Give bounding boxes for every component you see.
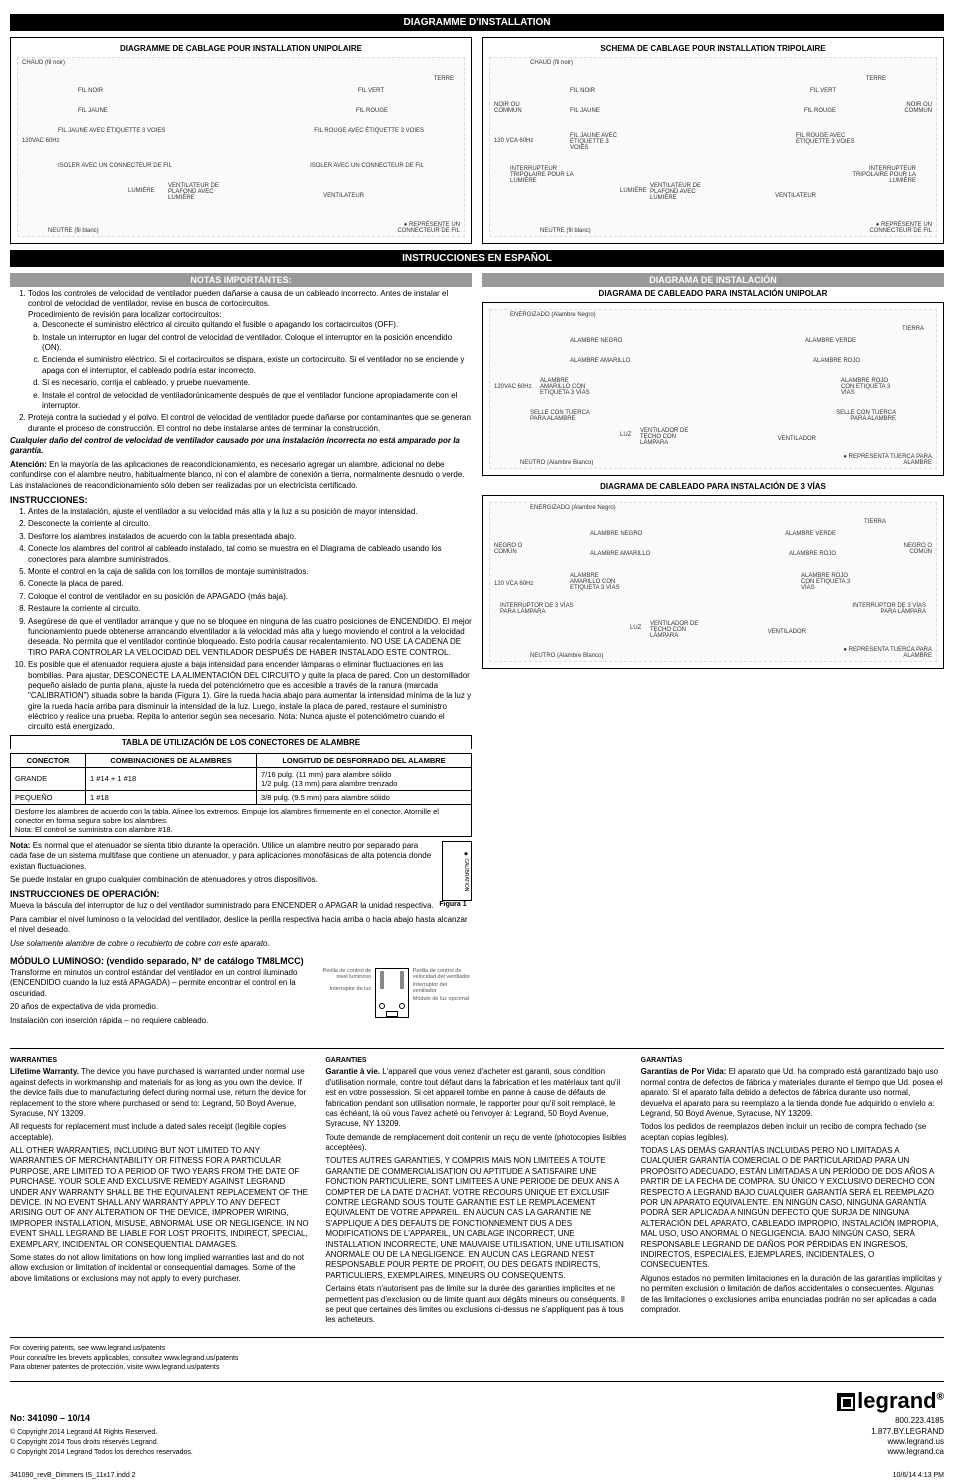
page-meta-left: 341090_revB_Dimmers IS_11x17.indd 2 [10,1472,136,1479]
french-unipolar-diagram: DIAGRAMME DE CABLAGE POUR INSTALLATION U… [10,37,472,244]
warranty-en-title: WARRANTIES [10,1057,313,1065]
instrucciones-title: INSTRUCCIONES: [10,495,472,505]
copyright-es: © Copyright 2014 Legrand Todos los derec… [10,1448,193,1458]
french-tripolar-title: SCHEMA DE CABLAGE POUR INSTALLATION TRIP… [489,44,937,53]
french-tripolar-diagram: SCHEMA DE CABLAGE POUR INSTALLATION TRIP… [482,37,944,244]
notas-list: Todos los controles de velocidad de vent… [28,289,472,434]
french-unipolar-title: DIAGRAMME DE CABLAGE POUR INSTALLATION U… [17,44,465,53]
page-meta-right: 10/6/14 4:13 PM [893,1472,944,1479]
module-diagram: Perilla de control de nivel luminoso Int… [312,968,472,1038]
spanish-tripolar-diagram: ENERGIZADO (Alambre Negro) ALAMBRE NEGRO… [482,495,944,669]
patents-es: Para obtener patentes de protección, vis… [10,1363,944,1373]
patents-en: For covering patents, see www.legrand.us… [10,1344,944,1354]
modulo-title: MÓDULO LUMINOSO: (vendido separado, N° d… [10,956,472,966]
copyright-fr: © Copyright 2014 Tous droits réservés Le… [10,1438,193,1448]
warranty-warning: Cualquier daño del control de velocidad … [10,436,472,457]
spanish-unipolar-title: DIAGRAMA DE CABLEADO PARA INSTALACIÓN UN… [482,289,944,298]
doc-number: No: 341090 – 10/14 [10,1412,193,1425]
spanish-tripolar-title: DIAGRAMA DE CABLEADO PARA INSTALACIÓN DE… [482,482,944,491]
connector-table: CONECTOR COMBINACIONES DE ALAMBRES LONGI… [10,753,472,837]
warranty-fr-title: GARANTIES [325,1057,628,1065]
instrucciones-list: Antes de la instalación, ajuste el venti… [28,507,472,733]
spanish-instructions-title: INSTRUCCIONES EN ESPAÑOL [10,250,944,267]
operacion-title: INSTRUCCIONES DE OPERACIÓN: [10,889,472,899]
figure-1-icon: ◆ CALIBRATION [442,841,472,901]
patents-fr: Pour connaître les brevets applicables, … [10,1354,944,1364]
legrand-logo: legrand® [837,1388,944,1414]
table-title: TABLA DE UTILIZACIÓN DE LOS CONECTORES D… [10,735,472,749]
phone-1: 800.223.4185 [837,1416,944,1426]
warranty-es-title: GARANTÍAS [641,1057,944,1065]
copyright-en: © Copyright 2014 Legrand All Rights Rese… [10,1428,193,1438]
phone-2: 1.877.BY.LEGRAND [837,1427,944,1437]
diagram-installation-title: DIAGRAMME D'INSTALLATION [10,14,944,31]
spanish-unipolar-diagram: ENERGIZADO (Alambre Negro) ALAMBRE NEGRO… [482,302,944,476]
url-1: www.legrand.us [837,1437,944,1447]
notas-importantes-title: NOTAS IMPORTANTES: [10,273,472,287]
diagrama-instalacion-title: DIAGRAMA DE INSTALACIÓN [482,273,944,287]
warranties-section: WARRANTIES Lifetime Warranty. The device… [10,1048,944,1329]
